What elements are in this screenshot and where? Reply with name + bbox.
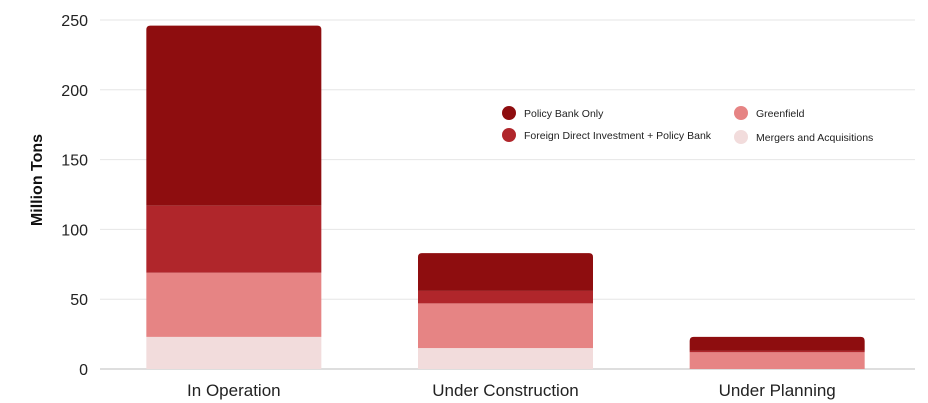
bar-segment xyxy=(689,336,865,351)
legend-swatch xyxy=(502,128,516,142)
legend-label: Foreign Direct Investment + Policy Bank xyxy=(524,130,712,142)
x-axis-ticks: In Operation Under Construction Under Plan… xyxy=(187,381,836,400)
bar-stack-1 xyxy=(418,253,593,369)
y-axis-label: Million Tons xyxy=(29,134,46,226)
y-tick-label: 100 xyxy=(61,222,88,239)
legend-label: Policy Bank Only xyxy=(524,108,604,120)
bar-segment xyxy=(689,352,865,369)
legend-item: Greenfield xyxy=(734,106,805,120)
legend-swatch xyxy=(734,106,748,120)
bar-segment xyxy=(146,336,322,369)
bar-segment xyxy=(418,253,593,291)
x-tick-label: Under Planning xyxy=(719,381,836,400)
bar-segment xyxy=(418,303,593,349)
x-tick-label: Under Construction xyxy=(432,381,578,400)
y-axis-ticks: 0 50 100 150 200 250 xyxy=(61,13,88,379)
legend-swatch xyxy=(734,130,748,144)
legend-label: Greenfield xyxy=(756,108,805,120)
legend-item: Policy Bank Only xyxy=(502,106,604,120)
bar-segment xyxy=(146,25,322,206)
bar-segment xyxy=(146,205,322,273)
legend-item: Mergers and Acquisitions xyxy=(734,130,873,144)
legend: Policy Bank Only Foreign Direct Investmen… xyxy=(502,106,873,144)
y-tick-label: 150 xyxy=(61,153,88,170)
y-tick-label: 250 xyxy=(61,13,88,30)
legend-item: Foreign Direct Investment + Policy Bank xyxy=(502,128,712,142)
y-tick-label: 200 xyxy=(61,83,88,100)
bar-segment xyxy=(146,272,322,337)
bar-segment xyxy=(418,290,593,304)
y-tick-label: 50 xyxy=(70,292,88,309)
bars xyxy=(146,25,865,369)
legend-swatch xyxy=(502,106,516,120)
x-tick-label: In Operation xyxy=(187,381,281,400)
y-tick-label: 0 xyxy=(79,362,88,379)
bar-segment xyxy=(418,348,593,369)
bar-stack-0 xyxy=(146,25,322,369)
bar-segment xyxy=(689,350,865,353)
bar-stack-2 xyxy=(689,336,865,369)
legend-label: Mergers and Acquisitions xyxy=(756,132,873,144)
